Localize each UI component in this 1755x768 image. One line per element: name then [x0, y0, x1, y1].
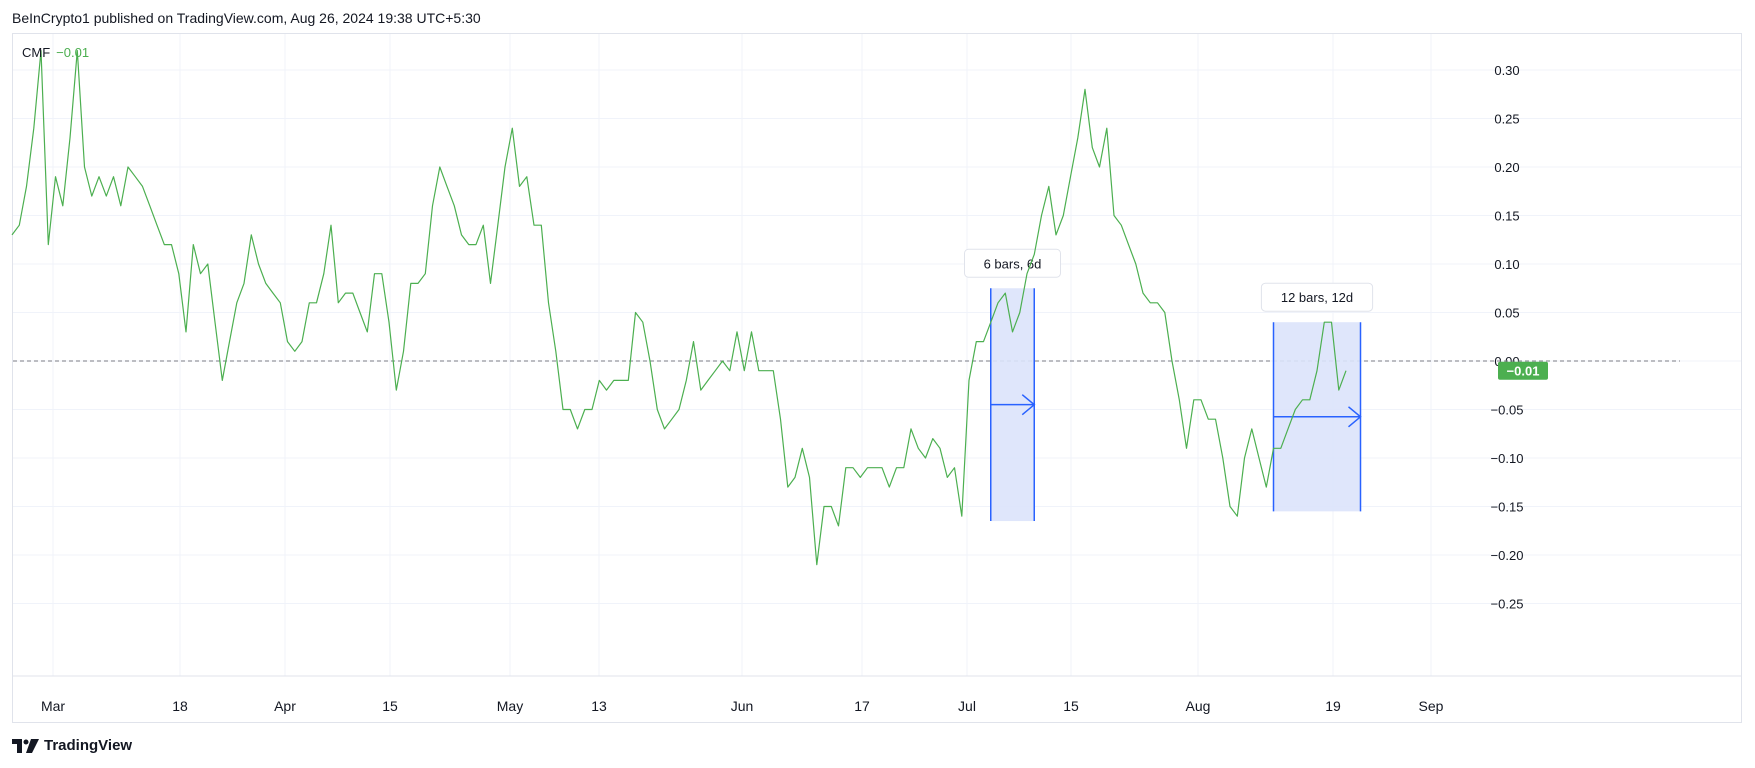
- x-tick-label: Apr: [274, 698, 296, 714]
- arrow-right-icon: [1021, 394, 1036, 416]
- y-tick-label: −0.20: [1491, 548, 1524, 563]
- chart-frame: [12, 33, 1742, 723]
- x-tick-label: Jul: [958, 698, 976, 714]
- y-tick-label: 0.25: [1494, 112, 1519, 127]
- range-label-12-bars: 12 bars, 12d: [1281, 290, 1353, 305]
- range-label-12-bars-bg: [1260, 282, 1374, 312]
- y-tick-label: −0.15: [1491, 500, 1524, 515]
- y-tick-label: 0.15: [1494, 209, 1519, 224]
- legend-indicator-name: CMF: [22, 45, 51, 60]
- publication-attribution: BeInCrypto1 published on TradingView.com…: [12, 10, 481, 26]
- x-tick-label: Mar: [41, 698, 65, 714]
- y-tick-label: −0.10: [1491, 451, 1524, 466]
- last-value-badge: [1498, 361, 1548, 380]
- x-tick-label: Aug: [1186, 698, 1211, 714]
- y-tick-label: −0.25: [1491, 597, 1524, 612]
- x-tick-label: 13: [591, 698, 607, 714]
- arrow-right-icon: [1348, 406, 1362, 428]
- x-tick-label: Jun: [731, 698, 754, 714]
- y-tick-label: 0.30: [1494, 63, 1519, 78]
- x-tick-label: Sep: [1419, 698, 1444, 714]
- range-label-6-bars-bg: [964, 248, 1061, 278]
- x-tick-label: 15: [382, 698, 398, 714]
- x-tick-label: 15: [1063, 698, 1079, 714]
- range-annotation[interactable]: 6 bars, 6d: [964, 248, 1061, 522]
- tradingview-logo-icon: [12, 738, 39, 753]
- y-tick-label: 0.05: [1494, 306, 1519, 321]
- cmf-series-line[interactable]: [11, 49, 1347, 566]
- x-tick-label: 17: [854, 698, 870, 714]
- y-tick-label: 0.10: [1494, 257, 1519, 272]
- legend-indicator-value: −0.01: [56, 45, 90, 60]
- last-value-label: −0.01: [1507, 364, 1540, 379]
- range-label-6-bars: 6 bars, 6d: [984, 256, 1042, 271]
- y-tick-label: −0.05: [1491, 403, 1524, 418]
- y-tick-label: 0.20: [1494, 160, 1519, 175]
- x-tick-label: 18: [172, 698, 188, 714]
- x-tick-label: 19: [1325, 698, 1341, 714]
- x-tick-label: May: [497, 698, 523, 714]
- indicator-legend[interactable]: CMF −0.01: [22, 45, 89, 60]
- tradingview-footer[interactable]: TradingView: [12, 737, 132, 754]
- tradingview-brand: TradingView: [44, 737, 133, 754]
- range-annotation[interactable]: 12 bars, 12d: [1260, 282, 1374, 512]
